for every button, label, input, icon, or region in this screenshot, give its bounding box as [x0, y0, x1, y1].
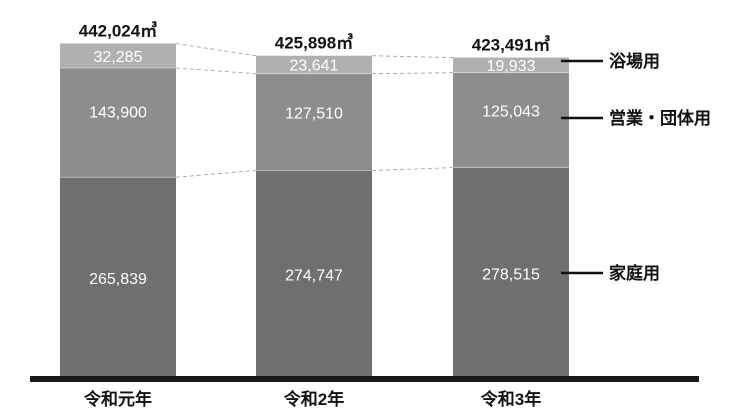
x-tick-label: 令和2年	[284, 389, 344, 409]
bar-segment	[256, 73, 372, 171]
x-tick-label: 令和元年	[84, 389, 152, 409]
connector-line	[371, 167, 454, 171]
data-label: 278,515	[482, 266, 540, 283]
data-label: 32,285	[94, 49, 143, 66]
connector-line	[371, 55, 454, 58]
x-axis-baseline	[30, 376, 699, 382]
total-label: 442,024㎥	[79, 21, 157, 41]
data-label: 125,043	[482, 104, 540, 121]
connector-line	[175, 43, 257, 57]
bar-segment	[60, 43, 176, 69]
connector-line	[175, 67, 257, 75]
legend-label: 浴場用	[609, 51, 660, 71]
bar-segment	[60, 68, 176, 178]
data-label: 143,900	[89, 105, 147, 122]
legend-label: 家庭用	[609, 263, 660, 283]
data-label: 19,933	[487, 58, 536, 75]
bar-segment	[453, 167, 569, 379]
connector-line	[371, 72, 454, 75]
data-label: 127,510	[285, 105, 343, 122]
connector-line	[175, 170, 257, 178]
data-label: 23,641	[290, 58, 339, 75]
data-label: 265,839	[89, 271, 147, 288]
total-label: 423,491㎥	[472, 35, 550, 55]
x-tick-label: 令和3年	[481, 389, 541, 409]
bar-segment	[256, 55, 372, 74]
total-label: 425,898㎥	[275, 33, 353, 53]
legend-label: 営業・団体用	[609, 108, 711, 128]
bar-segment	[453, 57, 569, 73]
bar-segment	[256, 170, 372, 379]
bar-segment	[453, 72, 569, 168]
bar-segment	[60, 177, 176, 379]
data-label: 274,747	[285, 268, 343, 285]
